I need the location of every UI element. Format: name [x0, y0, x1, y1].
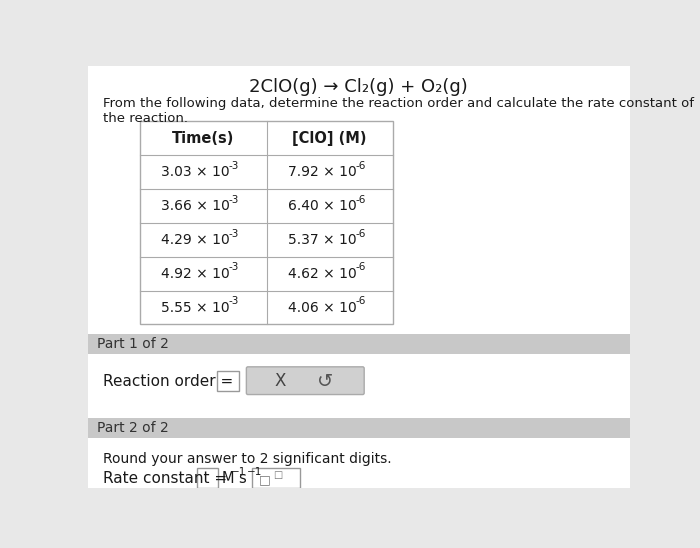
- Text: Rate constant =: Rate constant =: [103, 471, 227, 486]
- Text: -3: -3: [229, 161, 239, 171]
- FancyBboxPatch shape: [246, 367, 364, 395]
- Text: 5.55 × 10: 5.55 × 10: [161, 300, 230, 315]
- Text: 6.40 × 10: 6.40 × 10: [288, 199, 356, 213]
- Text: X: X: [275, 373, 286, 391]
- Text: 7.92 × 10: 7.92 × 10: [288, 165, 356, 179]
- Text: 4.92 × 10: 4.92 × 10: [161, 267, 230, 281]
- Text: □: □: [273, 470, 282, 480]
- FancyBboxPatch shape: [88, 438, 630, 500]
- FancyBboxPatch shape: [88, 354, 630, 409]
- FancyBboxPatch shape: [252, 467, 300, 488]
- Text: -6: -6: [356, 262, 365, 272]
- Text: 3.66 × 10: 3.66 × 10: [161, 199, 230, 213]
- FancyBboxPatch shape: [88, 66, 630, 488]
- FancyBboxPatch shape: [217, 370, 239, 391]
- Text: □: □: [259, 473, 270, 487]
- Text: Reaction order =: Reaction order =: [103, 374, 233, 389]
- Text: Part 1 of 2: Part 1 of 2: [97, 336, 169, 351]
- Text: 4.29 × 10: 4.29 × 10: [161, 233, 230, 247]
- Text: Part 2 of 2: Part 2 of 2: [97, 421, 169, 436]
- Text: -3: -3: [229, 296, 239, 306]
- Text: 5.37 × 10: 5.37 × 10: [288, 233, 356, 247]
- Text: −1: −1: [247, 467, 262, 477]
- FancyBboxPatch shape: [88, 419, 630, 438]
- Text: -6: -6: [356, 229, 365, 238]
- Text: -6: -6: [356, 296, 365, 306]
- Text: [ClO] (M): [ClO] (M): [293, 130, 367, 146]
- Text: From the following data, determine the reaction order and calculate the rate con: From the following data, determine the r…: [103, 96, 694, 124]
- FancyBboxPatch shape: [140, 121, 393, 324]
- Text: 4.62 × 10: 4.62 × 10: [288, 267, 356, 281]
- FancyBboxPatch shape: [88, 334, 630, 354]
- Text: −1: −1: [231, 467, 246, 477]
- Text: M: M: [222, 471, 234, 486]
- FancyBboxPatch shape: [197, 467, 218, 488]
- Text: -3: -3: [229, 262, 239, 272]
- Text: 3.03 × 10: 3.03 × 10: [161, 165, 230, 179]
- Text: -6: -6: [356, 195, 365, 205]
- Text: Time(s): Time(s): [172, 130, 234, 146]
- Text: -3: -3: [229, 229, 239, 238]
- Text: s: s: [239, 471, 246, 486]
- Text: 2ClO(g) → Cl₂(g) + O₂(g): 2ClO(g) → Cl₂(g) + O₂(g): [249, 78, 468, 96]
- Text: -6: -6: [356, 161, 365, 171]
- Text: Round your answer to 2 significant digits.: Round your answer to 2 significant digit…: [103, 452, 391, 466]
- Text: ↺: ↺: [317, 372, 334, 391]
- Text: 4.06 × 10: 4.06 × 10: [288, 300, 356, 315]
- Text: -3: -3: [229, 195, 239, 205]
